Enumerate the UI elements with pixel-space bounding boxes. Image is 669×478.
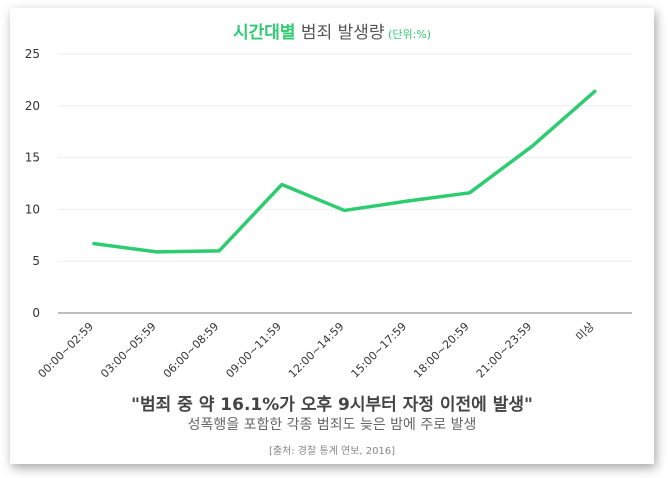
x-tick-label: 21:00~23:59 [474, 320, 535, 381]
x-tick-label: 09:00~11:59 [223, 320, 284, 381]
x-tick-label: 06:00~08:59 [161, 320, 222, 381]
x-tick-label: 12:00~14:59 [286, 320, 347, 381]
x-tick-label: 18:00~20:59 [411, 320, 472, 381]
subline-text: 성폭행을 포함한 각종 범죄도 늦은 밤에 주로 발생 [187, 417, 477, 433]
series-line [92, 89, 597, 254]
y-tick-label: 5 [32, 254, 40, 268]
y-tick-label: 25 [25, 47, 40, 61]
y-tick-label: 20 [25, 99, 40, 113]
chart-title-main: 범죄 발생량 [295, 23, 385, 43]
chart-title-accent: 시간대별 [232, 23, 296, 43]
headline-text: "범죄 중 약 16.1%가 오후 9시부터 자정 이전에 발생" [131, 395, 533, 415]
x-tick-label: 00:00~02:59 [36, 320, 97, 381]
x-tick-label: 미상 [573, 320, 597, 344]
chart-title: 시간대별 범죄 발생량 (단위:%) [10, 18, 654, 43]
line-chart: 0 5 10 15 20 25 00:00~02:59 03:00~05:59 06:00~08… [25, 47, 632, 381]
y-tick-label: 0 [32, 306, 40, 320]
y-tick-label: 10 [25, 202, 40, 216]
x-tick-label: 15:00~17:59 [349, 320, 410, 381]
x-tick-label: 03:00~05:59 [98, 320, 159, 381]
y-tick-label: 15 [25, 151, 40, 165]
chart-title-unit: (단위:%) [384, 28, 432, 41]
chart-card: 시간대별 범죄 발생량 (단위:%) 0 5 10 15 20 25 00:00~02:59… [10, 8, 654, 464]
source-text: [출처: 경찰 통계 연보, 2016] [268, 446, 396, 457]
